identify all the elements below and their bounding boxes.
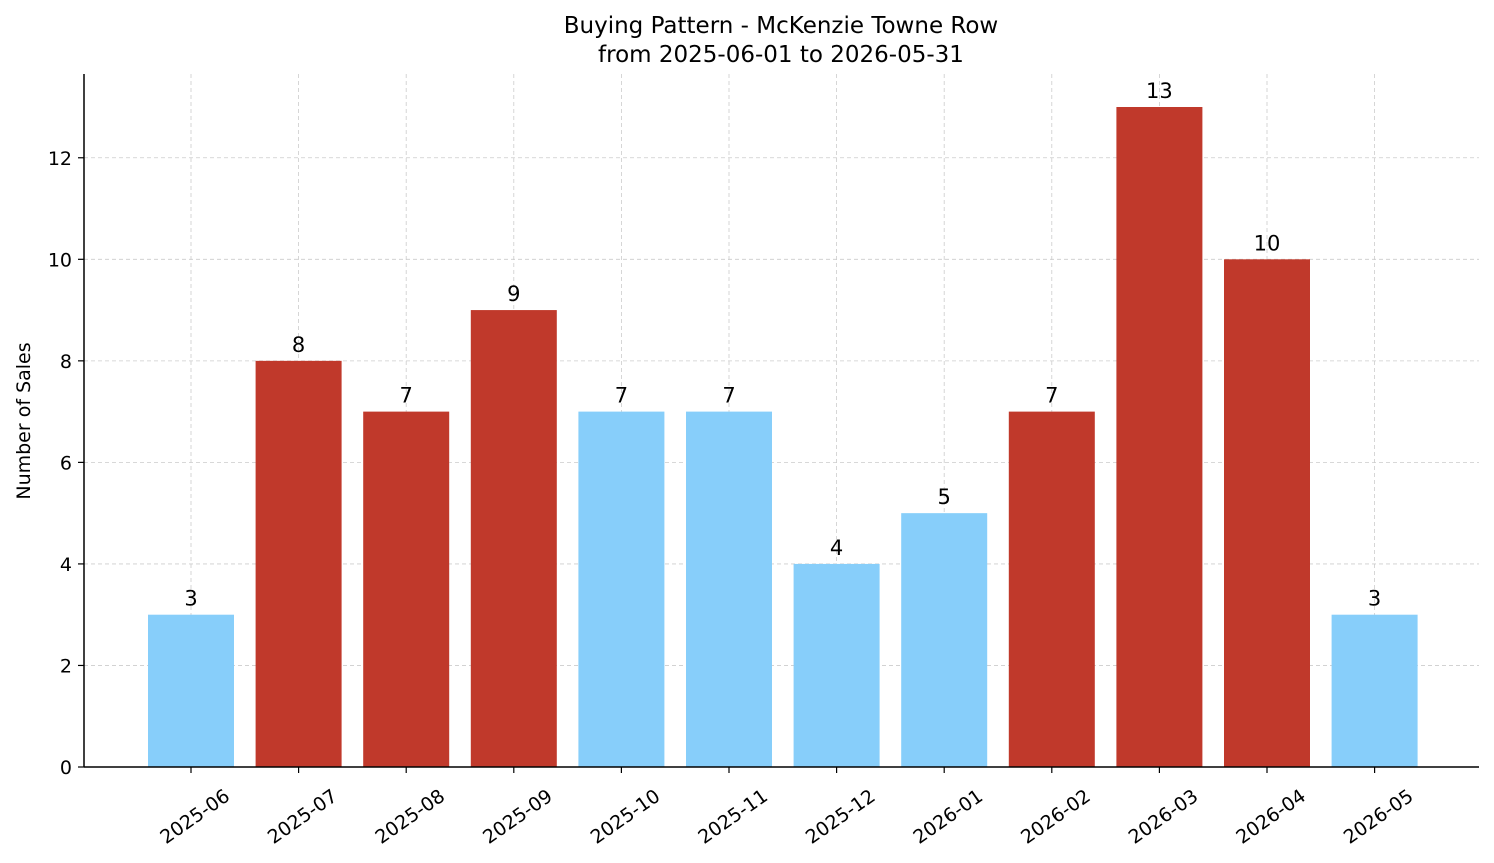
- x-tick-label: 2025-10: [587, 785, 665, 849]
- bar-2025-07: [255, 360, 342, 767]
- x-tick-label: 2026-04: [1232, 785, 1310, 849]
- bar-value-label: 7: [1045, 384, 1058, 408]
- y-tick-label: 8: [60, 351, 72, 373]
- bar-2025-09: [470, 310, 557, 767]
- x-tick-label: 2025-11: [694, 785, 772, 849]
- bar-2026-05: [1331, 614, 1418, 767]
- axes-layer: [83, 74, 1479, 768]
- x-tick-label: 2026-03: [1125, 785, 1203, 849]
- x-tick-label: 2026-01: [909, 785, 987, 849]
- y-tick-label: 2: [60, 655, 72, 677]
- bar-2026-02: [1008, 411, 1095, 767]
- x-tick-label: 2025-06: [156, 785, 234, 849]
- bar-2026-01: [901, 513, 988, 767]
- bar-value-label: 8: [292, 333, 305, 357]
- bar-2025-06: [148, 614, 234, 767]
- bar-value-label: 9: [507, 282, 520, 306]
- chart-title: Buying Pattern - McKenzie Towne Row: [564, 13, 998, 39]
- y-tick-label: 10: [48, 249, 72, 271]
- bar-2026-04: [1224, 259, 1310, 767]
- bar-2025-12: [793, 563, 880, 767]
- x-tick-label: 2026-02: [1017, 785, 1095, 849]
- x-axis-ticks: 2025-06 2025-07 2025-08 2025-09 2025-10 2025-…: [156, 767, 1417, 849]
- bar-value-labels: 3 8 7 9 7 7 4 5 7 13 10 3: [184, 79, 1381, 611]
- y-tick-label: 6: [60, 452, 72, 474]
- bar-2025-08: [363, 411, 450, 767]
- chart-subtitle: from 2025-06-01 to 2026-05-31: [598, 42, 964, 68]
- x-tick-label: 2025-08: [371, 785, 449, 849]
- bar-value-label: 10: [1254, 231, 1281, 255]
- x-tick-label: 2026-05: [1340, 785, 1418, 849]
- y-tick-label: 4: [60, 554, 72, 576]
- y-tick-label: 12: [48, 148, 72, 170]
- bar-value-label: 3: [1368, 587, 1381, 611]
- bar-value-label: 7: [400, 384, 413, 408]
- bar-value-label: 4: [830, 536, 843, 560]
- bar-value-label: 13: [1146, 79, 1173, 103]
- bar-2025-11: [686, 411, 772, 767]
- y-axis-ticks: 0 2 4 6 8 10 12: [48, 148, 84, 779]
- x-tick-label: 2025-09: [479, 785, 557, 849]
- bar-value-label: 7: [722, 384, 735, 408]
- bar-2025-10: [578, 411, 665, 767]
- bar-2026-03: [1116, 107, 1203, 767]
- x-tick-label: 2025-07: [264, 785, 342, 849]
- x-tick-label: 2025-12: [802, 785, 880, 849]
- y-axis-label: Number of Sales: [13, 342, 35, 499]
- y-tick-label: 0: [60, 757, 72, 779]
- bars-layer: [148, 107, 1418, 767]
- bar-value-label: 7: [615, 384, 628, 408]
- bar-value-label: 5: [938, 485, 951, 509]
- bar-value-label: 3: [184, 587, 197, 611]
